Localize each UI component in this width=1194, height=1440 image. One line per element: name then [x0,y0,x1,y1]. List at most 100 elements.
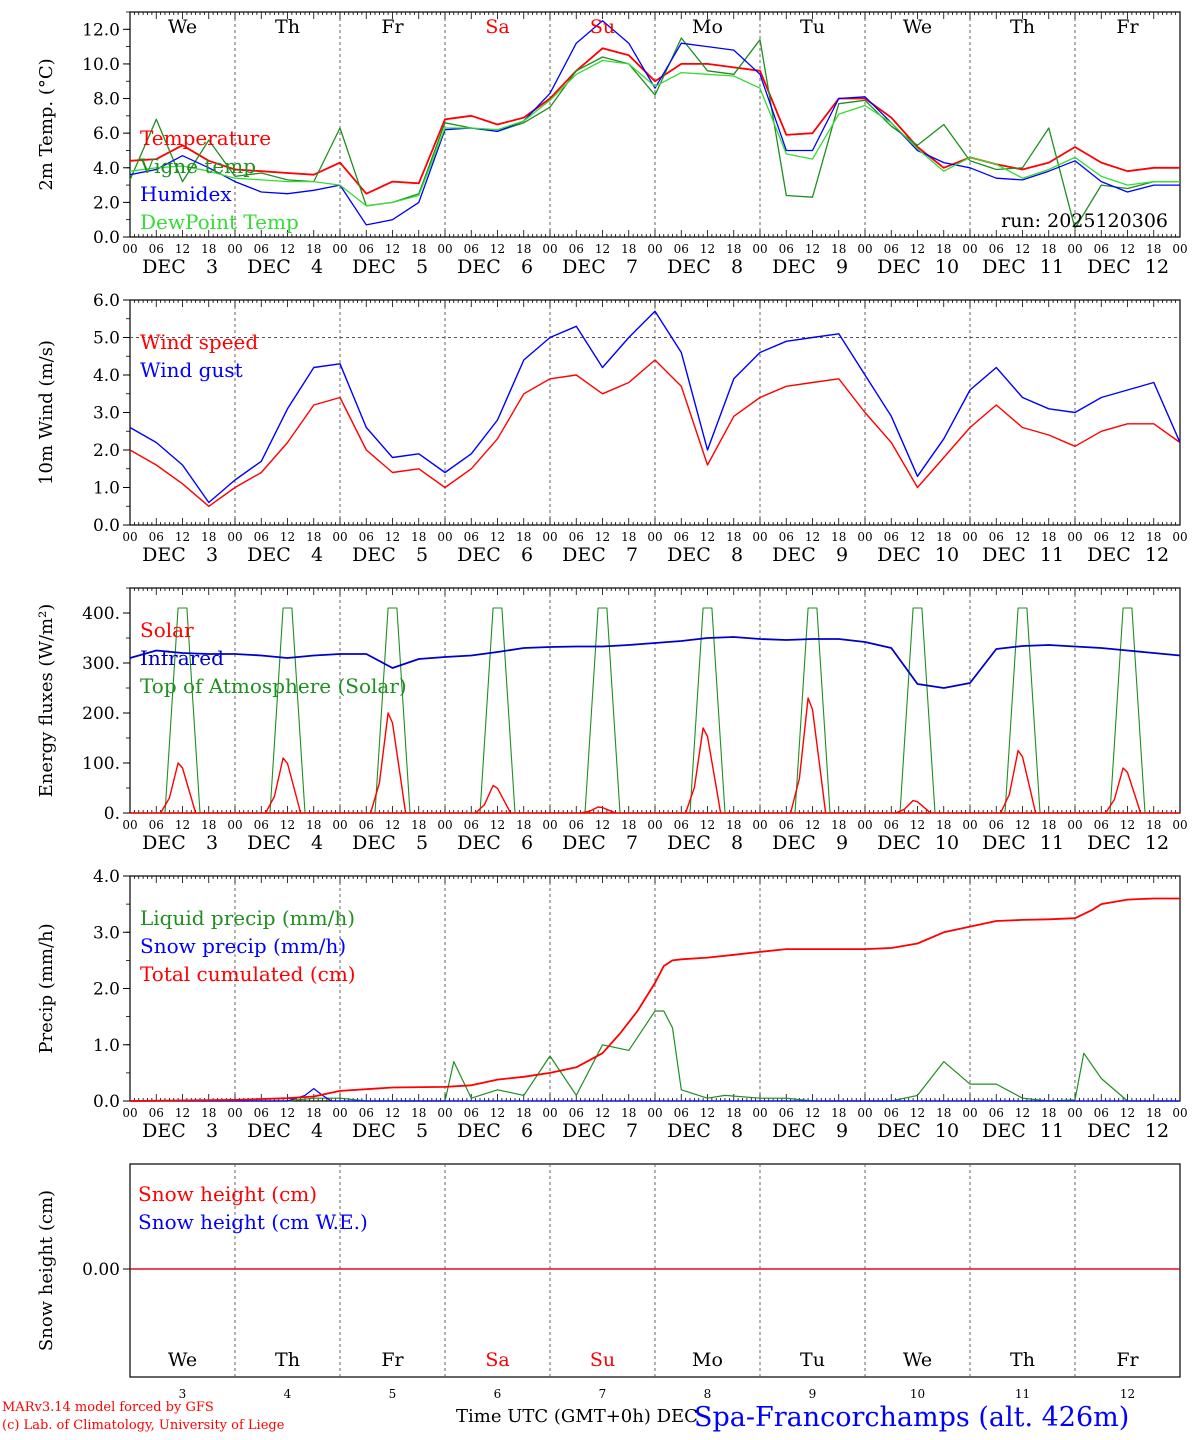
hour-tick-label: 06 [884,1106,899,1120]
hour-tick-label: 18 [936,1106,951,1120]
date-label: 5 [416,832,428,854]
y-tick-label: 0.0 [93,1092,120,1112]
hour-tick-label: 12 [910,530,925,544]
hour-tick-label: 12 [700,242,715,256]
hour-tick-label: 18 [831,818,846,832]
hour-tick-label: 06 [779,242,794,256]
y-axis-label: 10m Wind (m/s) [36,340,57,485]
date-label: 3 [206,544,218,566]
run-label: run: 2025120306 [1001,210,1168,232]
infrared-line [129,636,1181,689]
hour-tick-label: 00 [752,818,767,832]
weekday-label: Th [275,1349,300,1371]
date-label: 10 [935,544,959,566]
date-label: 9 [836,1120,848,1142]
date-label: 6 [494,1387,502,1401]
hour-tick-label: 18 [516,818,531,832]
date-label: 12 [1145,544,1169,566]
date-label: 4 [311,544,323,566]
date-label: 8 [731,544,743,566]
y-tick-label: 1.0 [93,479,120,499]
solar-peak [1105,767,1142,814]
hour-tick-label: 12 [805,818,820,832]
month-label: DEC [562,1120,606,1142]
date-label: 5 [416,1120,428,1142]
date-label: 8 [731,1120,743,1142]
hour-tick-label: 06 [1094,1106,1109,1120]
hour-tick-label: 06 [674,1106,689,1120]
month-label: DEC [562,832,606,854]
hour-tick-label: 18 [621,242,636,256]
hour-tick-label: 18 [1041,242,1056,256]
weekday-label: Tu [800,16,825,38]
y-tick-label: 2.0 [93,193,120,213]
solar-peak [580,806,616,814]
hour-tick-label: 00 [962,1106,977,1120]
date-label: 11 [1040,1120,1064,1142]
y-tick-label: 300. [82,654,120,674]
month-label: DEC [982,544,1026,566]
toa-solar-curve [261,607,314,814]
weekday-label: Su [590,16,615,38]
hour-tick-label: 06 [569,530,584,544]
weekday-label: We [903,1349,932,1371]
hour-tick-label: 12 [385,242,400,256]
month-label: DEC [877,1120,921,1142]
y-tick-label: 0. [104,804,120,824]
date-label: 7 [626,1120,638,1142]
hour-tick-label: 12 [385,818,400,832]
legend-entry: Infrared [140,646,224,670]
toa-solar-curve [471,607,524,814]
date-label: 9 [809,1387,817,1401]
date-label: 5 [416,544,428,566]
hour-tick-label: 18 [831,530,846,544]
month-label: DEC [1087,544,1131,566]
legend-entry: Snow height (cm W.E.) [138,1210,368,1234]
month-label: DEC [667,544,711,566]
date-label: 3 [206,832,218,854]
weekday-label: Th [1010,16,1035,38]
hour-tick-label: 12 [490,242,505,256]
weekday-label: Mo [692,16,723,38]
y-tick-label: 1.0 [93,1036,120,1056]
y-axis-label: 2m Temp. (°C) [36,58,57,190]
month-label: DEC [877,544,921,566]
hour-tick-label: 18 [411,530,426,544]
toa-solar-curve [891,607,944,814]
y-tick-label: 12.0 [82,20,120,40]
hour-tick-label: 06 [779,530,794,544]
hour-tick-label: 00 [962,818,977,832]
hour-tick-label: 12 [805,1106,820,1120]
month-label: DEC [772,544,816,566]
hour-tick-label: 12 [490,1106,505,1120]
hour-tick-label: 12 [1015,530,1030,544]
hour-tick-label: 12 [595,242,610,256]
hour-tick-label: 06 [149,1106,164,1120]
weekday-label: Th [275,16,300,38]
hour-tick-label: 18 [516,242,531,256]
series-line [129,310,1181,504]
hour-tick-label: 12 [280,818,295,832]
hour-tick-label: 00 [437,818,452,832]
y-tick-label: 8.0 [93,90,120,110]
date-label: 6 [521,1120,533,1142]
hour-tick-label: 06 [1094,242,1109,256]
hour-tick-label: 06 [884,818,899,832]
solar-peak [475,784,512,814]
hour-tick-label: 00 [1172,1106,1187,1120]
hour-tick-label: 12 [595,1106,610,1120]
weekday-label: Fr [1116,16,1139,38]
hour-tick-label: 00 [332,818,347,832]
month-label: DEC [142,1120,186,1142]
date-label: 8 [704,1387,712,1401]
solar-peak [159,762,197,814]
hour-tick-label: 00 [1067,242,1082,256]
hour-tick-label: 00 [437,242,452,256]
hour-tick-label: 18 [411,242,426,256]
solar-peak [789,697,827,814]
hour-tick-label: 18 [516,1106,531,1120]
hour-tick-label: 00 [857,818,872,832]
x-axis-title: Time UTC (GMT+0h) DEC [456,1406,698,1427]
hour-tick-label: 18 [726,818,741,832]
hour-tick-label: 00 [542,1106,557,1120]
